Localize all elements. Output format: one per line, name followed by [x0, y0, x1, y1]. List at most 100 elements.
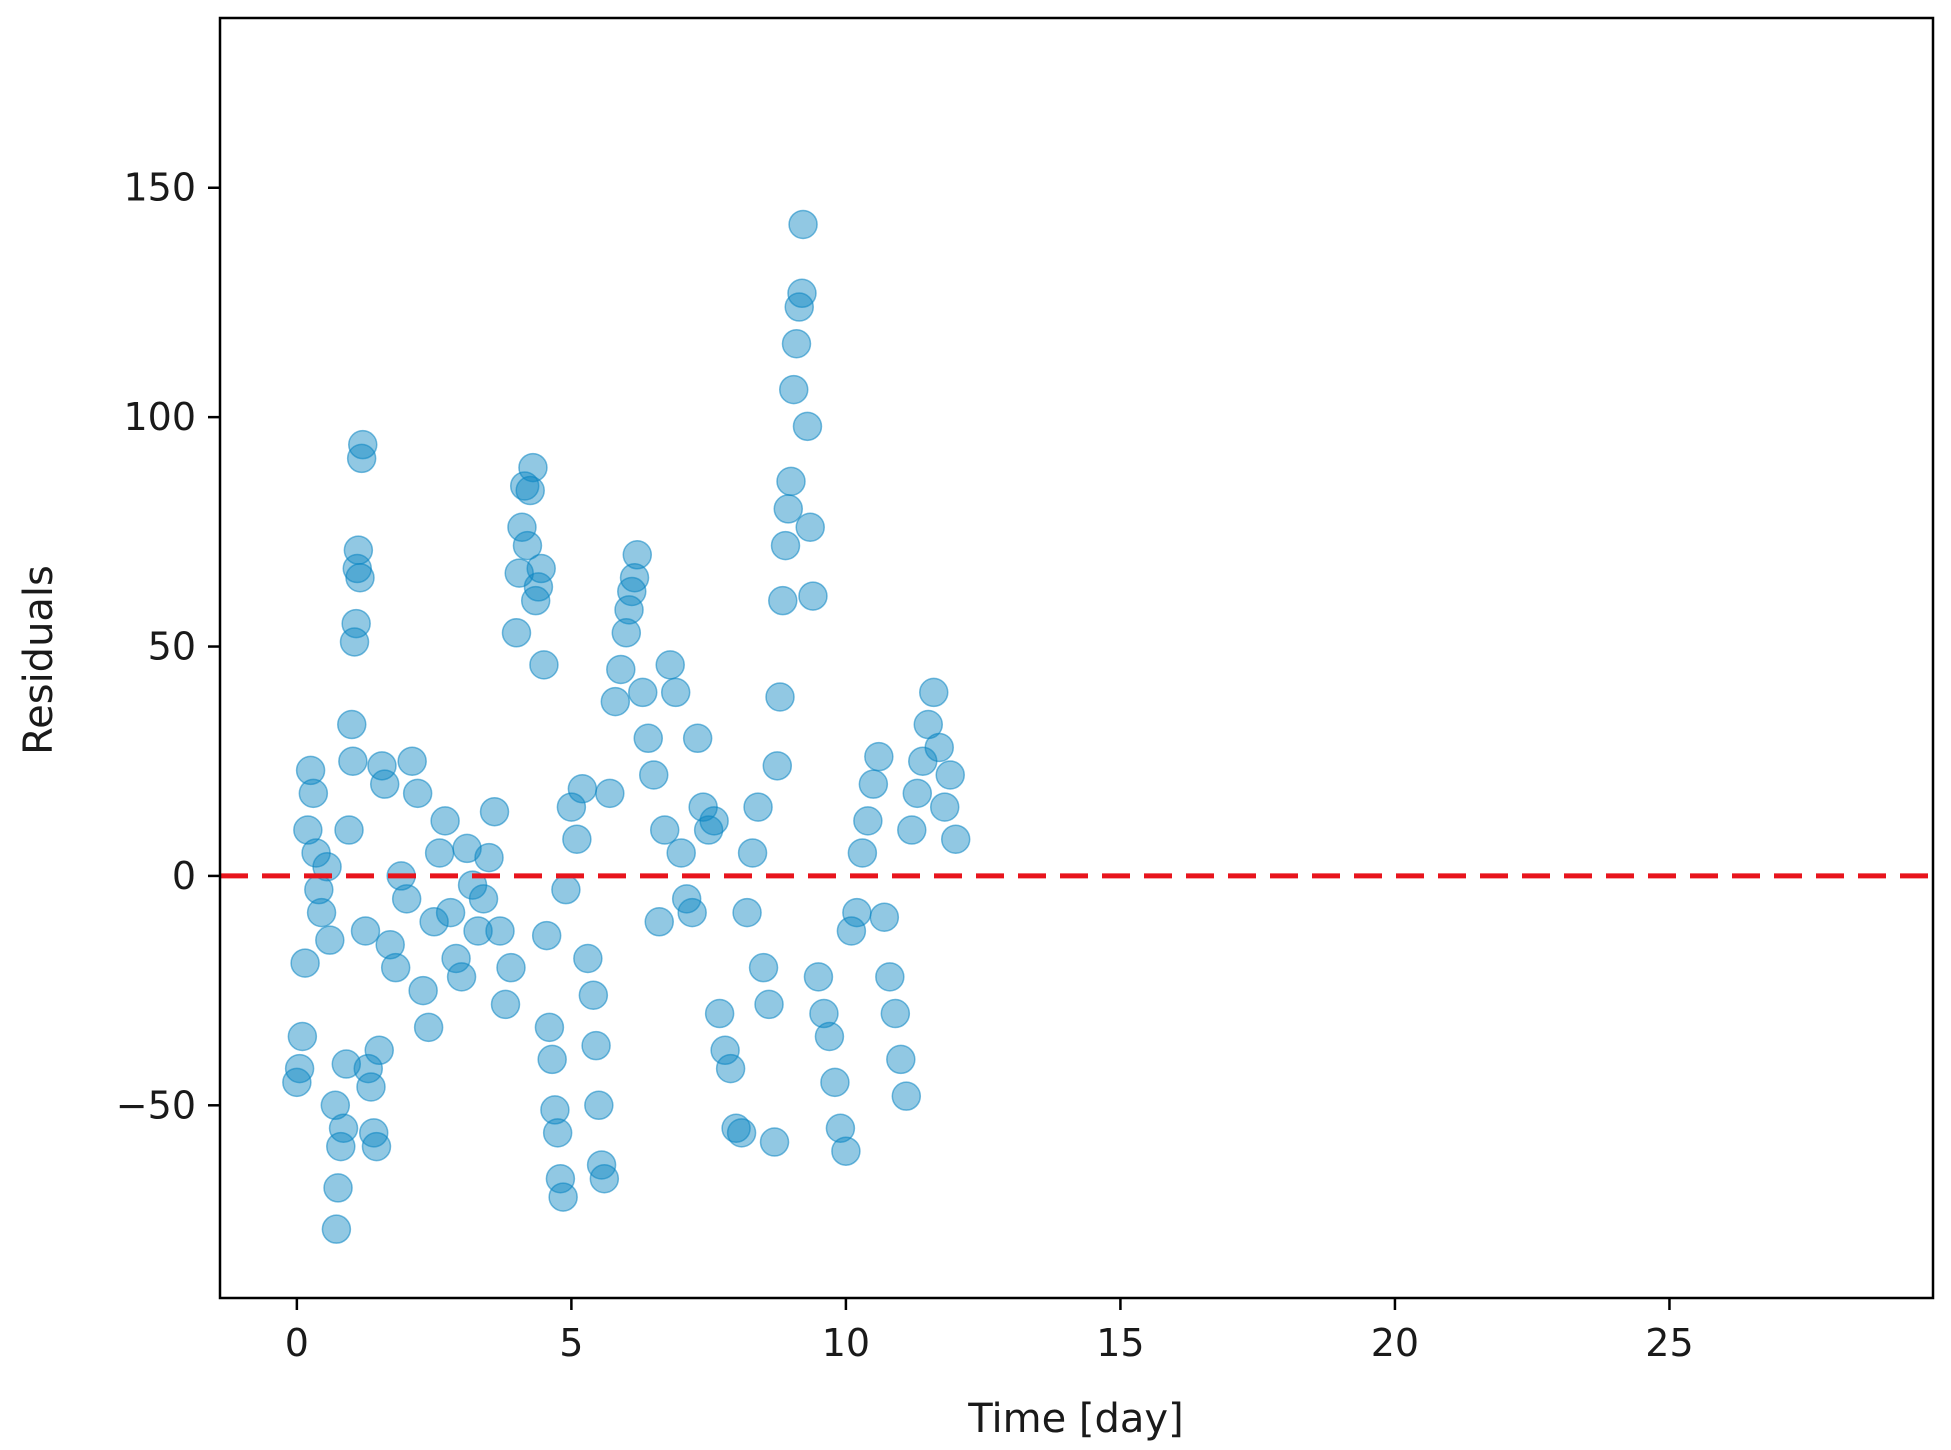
data-point — [842, 897, 872, 928]
data-point — [798, 581, 828, 611]
data-point — [754, 989, 784, 1020]
data-point — [293, 815, 323, 845]
data-point — [814, 1021, 845, 1052]
data-point — [331, 1049, 362, 1079]
data-point — [573, 943, 603, 974]
data-point — [321, 1214, 352, 1244]
data-point — [485, 916, 515, 946]
y-tick-label: −50 — [116, 1083, 196, 1127]
data-point — [501, 618, 532, 648]
data-point — [622, 540, 653, 570]
data-point — [619, 562, 650, 593]
data-point — [606, 654, 636, 685]
data-point — [306, 897, 337, 928]
data-point — [940, 824, 971, 854]
data-point — [298, 778, 329, 809]
x-tick-label: 5 — [559, 1321, 583, 1365]
data-point — [704, 998, 735, 1029]
data-point — [589, 1163, 620, 1194]
data-point — [611, 618, 642, 648]
data-point — [551, 874, 581, 905]
y-axis: −50 0 50 100 150 — [116, 166, 220, 1127]
data-point — [353, 1053, 383, 1084]
x-tick-label: 20 — [1371, 1321, 1419, 1365]
data-point — [315, 925, 345, 955]
data-point — [897, 815, 927, 845]
data-point — [345, 562, 375, 593]
data-point — [490, 989, 521, 1020]
data-point — [869, 902, 900, 932]
data-point — [287, 1021, 318, 1052]
data-point — [369, 769, 400, 799]
data-point — [929, 792, 960, 822]
data-point — [548, 1182, 578, 1212]
data-point — [666, 838, 696, 868]
data-point — [715, 1053, 746, 1084]
data-point — [781, 328, 812, 359]
data-point — [523, 572, 554, 602]
y-tick-label: 150 — [123, 166, 196, 210]
data-point — [614, 595, 644, 625]
data-point — [762, 751, 793, 781]
data-point — [375, 929, 405, 960]
plot-points — [282, 209, 971, 1244]
data-point — [531, 920, 562, 951]
data-point — [320, 1090, 351, 1121]
data-point — [820, 1067, 850, 1098]
data-point — [795, 512, 825, 542]
data-point — [825, 1113, 856, 1144]
data-point — [768, 585, 798, 616]
x-tick-label: 10 — [822, 1321, 870, 1365]
data-point — [638, 760, 669, 790]
data-point — [542, 1118, 573, 1148]
y-axis-title: Residuals — [16, 565, 62, 755]
data-point — [853, 806, 883, 836]
data-point — [380, 952, 411, 983]
data-point — [341, 608, 371, 639]
data-point — [765, 682, 795, 712]
data-point — [803, 962, 834, 992]
x-tick-label: 15 — [1096, 1321, 1144, 1365]
data-point — [773, 494, 804, 524]
data-point — [886, 1044, 916, 1075]
data-point — [567, 774, 598, 804]
data-point — [545, 1163, 576, 1194]
data-point — [350, 916, 381, 946]
data-point — [578, 980, 609, 1010]
data-point — [562, 824, 592, 854]
data-point — [776, 466, 806, 497]
data-point — [424, 838, 455, 868]
x-tick-label: 25 — [1645, 1321, 1693, 1365]
data-point — [529, 650, 559, 680]
data-point — [581, 1030, 611, 1061]
data-point — [584, 1090, 614, 1121]
data-point — [540, 1095, 570, 1125]
data-point — [496, 952, 526, 983]
data-point — [430, 806, 460, 836]
data-point — [526, 553, 556, 584]
data-point — [474, 842, 504, 873]
y-tick-label: 50 — [148, 625, 196, 669]
plot-frame — [218, 16, 1935, 1300]
data-point — [682, 723, 713, 754]
data-point — [633, 723, 663, 754]
data-point — [509, 471, 540, 501]
data-point — [348, 429, 378, 460]
data-point — [831, 1136, 861, 1166]
data-point — [284, 1053, 315, 1084]
data-point — [864, 741, 894, 772]
data-point — [515, 475, 545, 506]
data-point — [891, 1081, 922, 1111]
data-point — [710, 1035, 740, 1066]
data-point — [534, 1012, 565, 1043]
data-point — [364, 1035, 394, 1066]
data-point — [788, 209, 818, 240]
data-point — [518, 452, 548, 483]
data-point — [902, 778, 933, 809]
data-point — [600, 686, 631, 717]
data-point — [660, 677, 691, 708]
y-tick-label: 100 — [123, 395, 196, 439]
data-point — [338, 746, 368, 776]
x-axis: 0 5 10 15 20 25 — [285, 1298, 1694, 1365]
